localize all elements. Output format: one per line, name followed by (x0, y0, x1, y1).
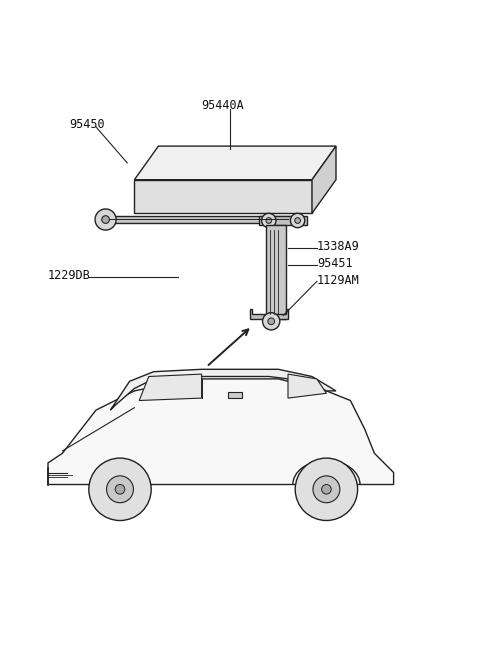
Circle shape (115, 484, 125, 494)
Text: 1338A9: 1338A9 (317, 240, 360, 254)
Circle shape (295, 458, 358, 520)
Circle shape (313, 476, 340, 503)
Polygon shape (312, 146, 336, 214)
Polygon shape (106, 215, 298, 223)
Circle shape (102, 215, 109, 223)
Circle shape (290, 214, 305, 228)
Text: 1229DB: 1229DB (48, 269, 91, 283)
Circle shape (295, 217, 300, 223)
Polygon shape (259, 215, 307, 225)
Polygon shape (134, 146, 336, 180)
Circle shape (268, 318, 275, 325)
Text: 95450: 95450 (70, 118, 105, 131)
Circle shape (107, 476, 133, 503)
Circle shape (262, 214, 276, 228)
Polygon shape (250, 309, 288, 319)
Text: 1129AM: 1129AM (317, 274, 360, 287)
Polygon shape (139, 374, 202, 401)
Circle shape (95, 209, 116, 230)
Text: 95440A: 95440A (202, 99, 244, 112)
Circle shape (322, 484, 331, 494)
Polygon shape (48, 379, 394, 484)
Polygon shape (288, 374, 326, 398)
Polygon shape (134, 180, 312, 214)
Text: 95451: 95451 (317, 257, 352, 270)
Polygon shape (110, 369, 336, 410)
Circle shape (263, 313, 280, 330)
Circle shape (89, 458, 151, 520)
Polygon shape (228, 392, 242, 398)
Polygon shape (266, 225, 286, 319)
Circle shape (266, 217, 272, 223)
